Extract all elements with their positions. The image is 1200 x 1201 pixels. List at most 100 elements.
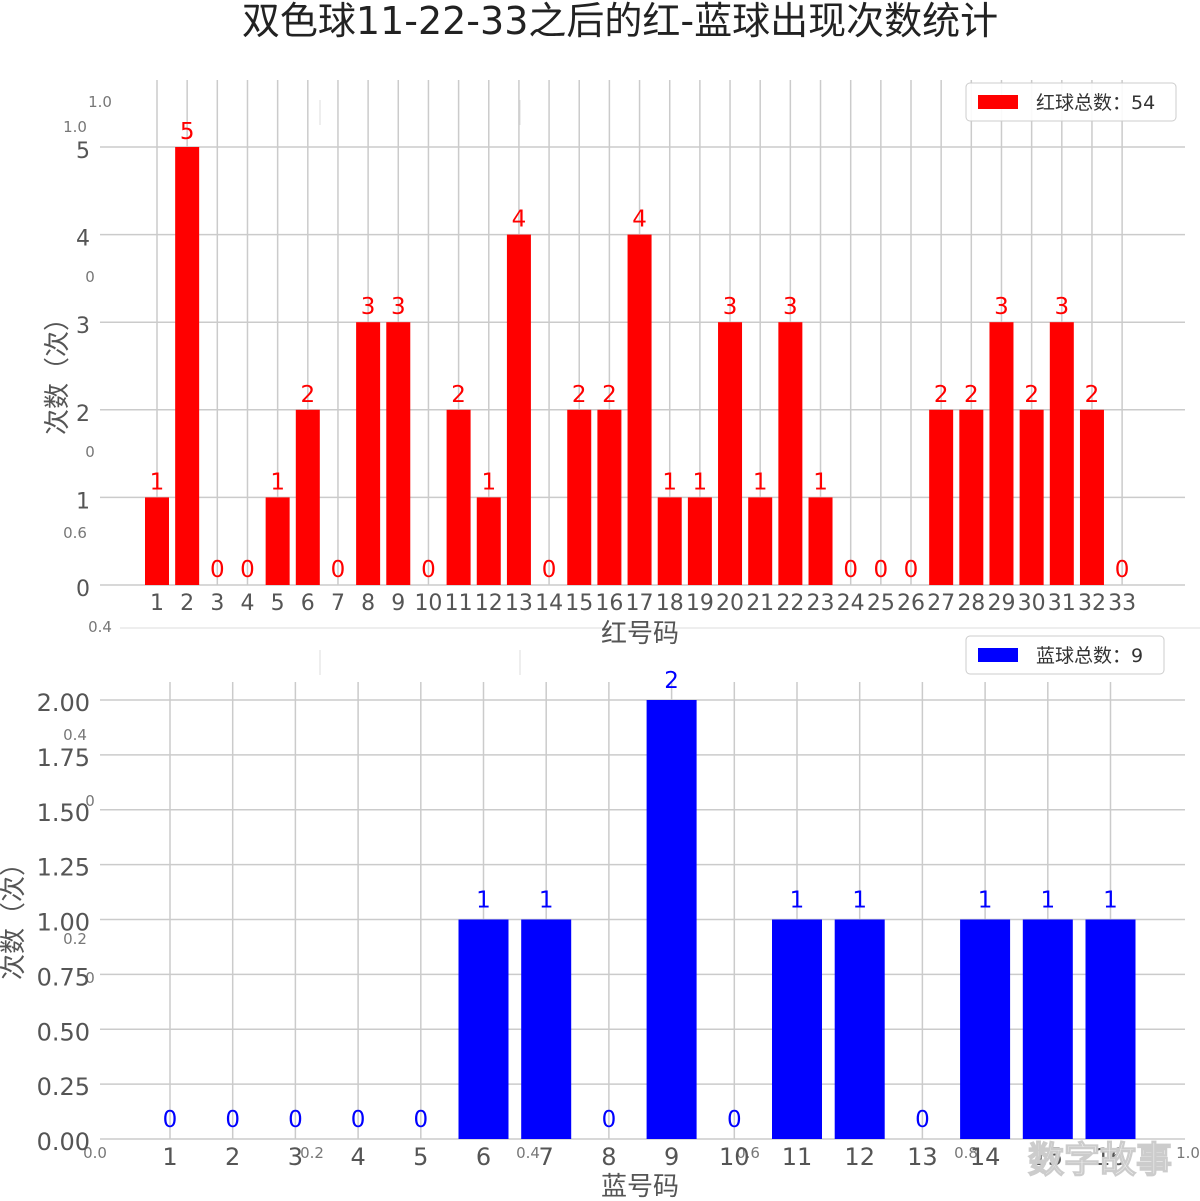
ghost-tick-label: 0.6 <box>63 524 87 542</box>
watermark: 数字故事 <box>1028 1140 1172 1181</box>
x-tick-label: 5 <box>413 1143 428 1171</box>
x-tick-label: 4 <box>350 1143 365 1171</box>
x-tick-label: 20 <box>716 591 744 616</box>
x-tick-label: 27 <box>927 591 955 616</box>
bar-value-label: 1 <box>813 469 828 495</box>
y-tick-label: 1.75 <box>37 744 90 772</box>
bar <box>145 497 169 585</box>
x-tick-label: 28 <box>957 591 985 616</box>
y-tick-label: 2 <box>76 402 90 427</box>
x-tick-label: 19 <box>686 591 714 616</box>
bar <box>356 322 381 585</box>
bar-value-label: 2 <box>934 382 949 408</box>
y-tick-label: 2.00 <box>37 689 90 717</box>
ghost-tick-label: 1.0 <box>63 118 87 136</box>
bar-value-label: 3 <box>1054 294 1069 320</box>
bar-value-label: 0 <box>421 557 436 583</box>
x-tick-label: 13 <box>505 591 533 616</box>
bar <box>1019 409 1044 585</box>
x-tick-label: 10 <box>414 591 442 616</box>
y-tick-label: 0.25 <box>37 1073 90 1101</box>
bar-value-label: 0 <box>542 557 557 583</box>
x-tick-label: 5 <box>271 591 285 616</box>
bar <box>687 497 712 585</box>
x-tick-label: 7 <box>331 591 345 616</box>
y-tick-label: 1.00 <box>37 909 90 937</box>
y-tick-label: 1 <box>76 489 90 514</box>
bar <box>476 497 501 585</box>
bar-value-label: 0 <box>602 1107 617 1133</box>
x-tick-label: 15 <box>565 591 593 616</box>
x-tick-label: 31 <box>1048 591 1076 616</box>
bar-value-label: 0 <box>915 1107 930 1133</box>
bar-value-label: 1 <box>476 888 491 914</box>
bar <box>834 919 885 1139</box>
x-tick-label: 11 <box>445 591 473 616</box>
bar-value-label: 5 <box>180 119 195 145</box>
legend-box <box>965 82 1177 122</box>
bar <box>567 409 592 585</box>
bar <box>1085 919 1136 1139</box>
bar-value-label: 1 <box>753 469 768 495</box>
x-tick-label: 2 <box>225 1143 240 1171</box>
bar-value-label: 3 <box>783 294 798 320</box>
bar <box>386 322 411 585</box>
bar <box>646 700 697 1139</box>
y-axis-label: 次数（次） <box>43 305 73 435</box>
legend-swatch <box>978 648 1018 662</box>
bar <box>657 497 682 585</box>
bar <box>772 919 822 1139</box>
y-tick-label: 5 <box>76 139 90 164</box>
x-tick-label: 10 <box>719 1143 750 1171</box>
x-axis-label: 红号码 <box>601 619 679 649</box>
bar-value-label: 1 <box>1040 888 1055 914</box>
y-tick-label: 3 <box>76 314 90 339</box>
bar-value-label: 1 <box>481 469 496 495</box>
blue-ball-chart: 0.000.250.500.751.001.251.501.752.000102… <box>0 635 1185 1201</box>
bar-value-label: 3 <box>723 294 738 320</box>
x-tick-label: 12 <box>475 591 503 616</box>
ghost-tick-label: 0.4 <box>63 726 87 744</box>
ghost-tick-label: 0.2 <box>300 1144 324 1162</box>
bar-value-label: 0 <box>288 1107 303 1133</box>
x-tick-label: 30 <box>1018 591 1046 616</box>
x-tick-label: 26 <box>897 591 925 616</box>
bar-value-label: 2 <box>964 382 979 408</box>
x-tick-label: 25 <box>867 591 895 616</box>
x-tick-label: 3 <box>288 1143 303 1171</box>
x-tick-label: 2 <box>180 591 194 616</box>
bar-value-label: 0 <box>413 1107 428 1133</box>
bar-value-label: 2 <box>572 382 587 408</box>
ghost-tick-label: 1.0 <box>1176 1144 1200 1162</box>
bar-value-label: 0 <box>874 557 889 583</box>
legend-label: 蓝球总数：9 <box>1036 645 1143 667</box>
ghost-tick-label: 0.8 <box>954 1144 978 1162</box>
x-tick-label: 8 <box>601 1143 616 1171</box>
x-tick-label: 16 <box>1095 1143 1126 1171</box>
bar <box>506 234 531 585</box>
ghost-tick-label: 0 <box>85 268 95 286</box>
bar <box>960 919 1011 1139</box>
x-tick-label: 32 <box>1078 591 1106 616</box>
bar-value-label: 0 <box>331 557 346 583</box>
bar <box>778 322 803 585</box>
ghost-tick-label: 0 <box>85 969 95 987</box>
x-tick-label: 16 <box>595 591 623 616</box>
bar <box>627 234 652 585</box>
x-tick-label: 21 <box>746 591 774 616</box>
bar <box>521 919 572 1139</box>
x-tick-label: 12 <box>844 1143 875 1171</box>
bar-value-label: 0 <box>904 557 919 583</box>
bar-value-label: 0 <box>727 1107 742 1133</box>
bar-value-label: 1 <box>693 469 708 495</box>
x-tick-label: 24 <box>837 591 865 616</box>
x-tick-label: 17 <box>626 591 654 616</box>
x-tick-label: 9 <box>664 1143 679 1171</box>
bar <box>295 409 320 585</box>
x-tick-label: 6 <box>301 591 315 616</box>
ghost-tick-label: 0.6 <box>736 1144 760 1162</box>
x-tick-label: 3 <box>210 591 224 616</box>
